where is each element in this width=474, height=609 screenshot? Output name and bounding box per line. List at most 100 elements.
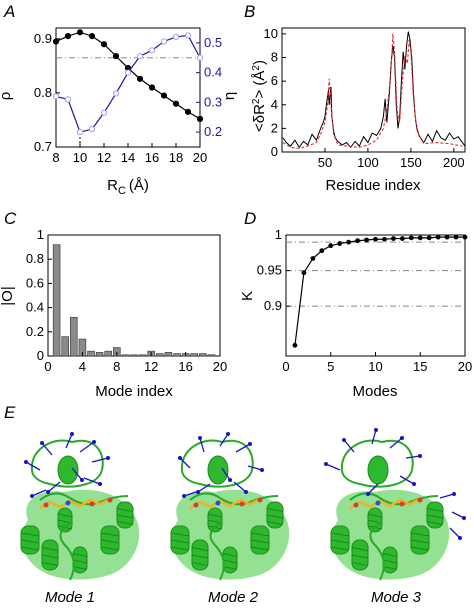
panel-b-ylabel-sup: 2 (251, 98, 262, 104)
panel-a-point-0-11 (184, 108, 192, 115)
protein-1-mode-arrow (65, 433, 73, 449)
protein-3-ligand (349, 497, 421, 510)
panel-a-series-line-1 (55, 34, 201, 133)
panel-e: E Mode 1 Mode 2 Mode 3 (4, 403, 466, 606)
protein-1-mode-arrow-head (30, 494, 34, 498)
panel-b-xtick-label: 150 (400, 155, 422, 170)
protein-3-mode-arrow-head (418, 454, 422, 458)
protein-2-mode-arrow (221, 467, 231, 481)
panel-d-point-17 (444, 234, 450, 240)
panel-d: D 0 5 10 15 20 0.9 0.95 1 K Modes (239, 209, 472, 400)
panel-d-xtick-label: 5 (327, 359, 334, 374)
panel-a-point-0-7 (136, 75, 144, 82)
protein-3-helix-1 (351, 539, 369, 571)
panel-a-xtick-label: 18 (169, 150, 183, 165)
panel-a-point-1-7 (136, 53, 144, 60)
protein-1-helix-stripe (72, 566, 88, 570)
panel-a-point-1-12 (196, 54, 204, 61)
panel-a-xlabel-sub: C (118, 185, 126, 197)
panel-c-ytick-label: 0 (37, 348, 44, 363)
panel-d-xtick-label: 15 (413, 359, 427, 374)
protein-1-mode-arrow (31, 489, 47, 497)
protein-1-loop (59, 521, 75, 581)
protein-2-helix-stripe (191, 547, 209, 551)
panel-d-point-6 (346, 239, 352, 245)
protein-1-ligand-atom (43, 502, 49, 508)
protein-2-mode-arrow-head (226, 432, 230, 436)
protein-3-helix-stripe (351, 547, 369, 551)
protein-1-mode-arrow-head (70, 432, 74, 436)
panel-d-series (292, 234, 468, 348)
panel-b-xlabel: Residue index (325, 177, 421, 194)
panel-c-bar-6 (95, 352, 104, 357)
panel-a-point-1-1 (64, 96, 72, 103)
panel-d-point-13 (408, 235, 414, 241)
panel-b-xtick-label: 50 (318, 155, 332, 170)
panel-label-a: A (3, 2, 15, 21)
protein-1-mode-arrow (79, 441, 95, 453)
protein-3-mode-arrow (343, 439, 355, 453)
panel-c-xtick-label: 20 (213, 359, 227, 374)
panel-c-bar-11 (138, 354, 147, 357)
panel-c-xlabel: Mode index (95, 383, 173, 400)
panel-a-ytick-right-label: 0.5 (204, 35, 222, 50)
panel-c-bar-13 (156, 353, 164, 357)
protein-1-ligand-atom (89, 501, 95, 507)
protein-1-helix-stripe (100, 532, 120, 537)
panel-d-point-19 (462, 234, 468, 240)
protein-2-helix-stripe (222, 559, 238, 564)
protein-2-helix-stripe (250, 546, 270, 551)
protein-1-mode-arrow (83, 477, 101, 485)
panel-a-xtick-label: 12 (97, 150, 111, 165)
protein-3-helix-stripe (330, 532, 350, 537)
panel-b-ytick-label: 4 (271, 97, 278, 112)
protein-1-mode-arrow-head (40, 441, 44, 445)
panel-a-point-1-5 (112, 90, 120, 97)
protein-3-helix-stripe (426, 521, 444, 525)
panel-c-bar-9 (121, 354, 130, 357)
protein-3-helix-stripe (382, 559, 398, 564)
panel-c-ytick-label: 0.4 (26, 300, 44, 315)
panel-d-point-3 (319, 248, 325, 254)
protein-3-mode-arrow-head (452, 492, 456, 496)
panel-a-point-1-11 (184, 32, 192, 39)
panel-d-point-15 (426, 235, 432, 241)
panel-a-point-1-0 (52, 93, 60, 100)
panel-a-xtick-label: 20 (193, 150, 207, 165)
panel-c-ticks: 0 4 8 12 16 20 0 0.2 0.4 0.6 0.8 1 (26, 227, 227, 374)
panel-a-ytick-label: 0.7 (34, 139, 52, 154)
protein-3-mode-arrow-head (374, 428, 378, 432)
panel-c-bar-18 (199, 353, 207, 357)
panel-a-point-0-4 (100, 41, 108, 48)
protein-2-helix-stripe (266, 508, 284, 512)
panel-b-ytick-label: 0 (271, 144, 278, 159)
panel-d-point-1 (301, 270, 307, 276)
protein-1-ligand-atom (65, 500, 71, 506)
protein-2-ligand-atom (193, 502, 199, 508)
panel-d-point-0 (292, 342, 298, 348)
protein-2-mode-arrow (183, 491, 197, 497)
protein-3-helix-stripe (330, 539, 350, 544)
panel-c-bar-10 (130, 354, 138, 357)
protein-2-ligand-atom (239, 501, 245, 507)
protein-3-mode-arrow (405, 455, 421, 459)
protein-3-helix-stripe (382, 553, 398, 557)
panel-d-point-8 (364, 237, 369, 243)
mode-2-caption: Mode 2 (208, 589, 259, 606)
panel-d-point-10 (382, 236, 387, 242)
protein-2-mode-arrow (233, 481, 247, 493)
protein-2-helix-stripe (266, 514, 284, 519)
protein-3-helix-stripe (351, 554, 369, 559)
panel-c-bars (52, 244, 216, 357)
protein-2-mode-arrow (197, 483, 211, 493)
panel-c-xtick-label: 0 (44, 359, 51, 374)
protein-2-mode-arrow-head (196, 490, 200, 494)
panel-d-ytick-label: 0.95 (257, 263, 282, 278)
panel-d-ytick-label: 0.9 (264, 298, 282, 313)
protein-2-ligand (189, 497, 261, 510)
panel-c-xtick-label: 4 (79, 359, 86, 374)
protein-1-helix-stripe (116, 521, 134, 525)
protein-2-mode-arrow-head (182, 494, 186, 498)
panel-a-point-1-2 (76, 129, 84, 136)
panel-a-point-0-8 (148, 84, 156, 91)
